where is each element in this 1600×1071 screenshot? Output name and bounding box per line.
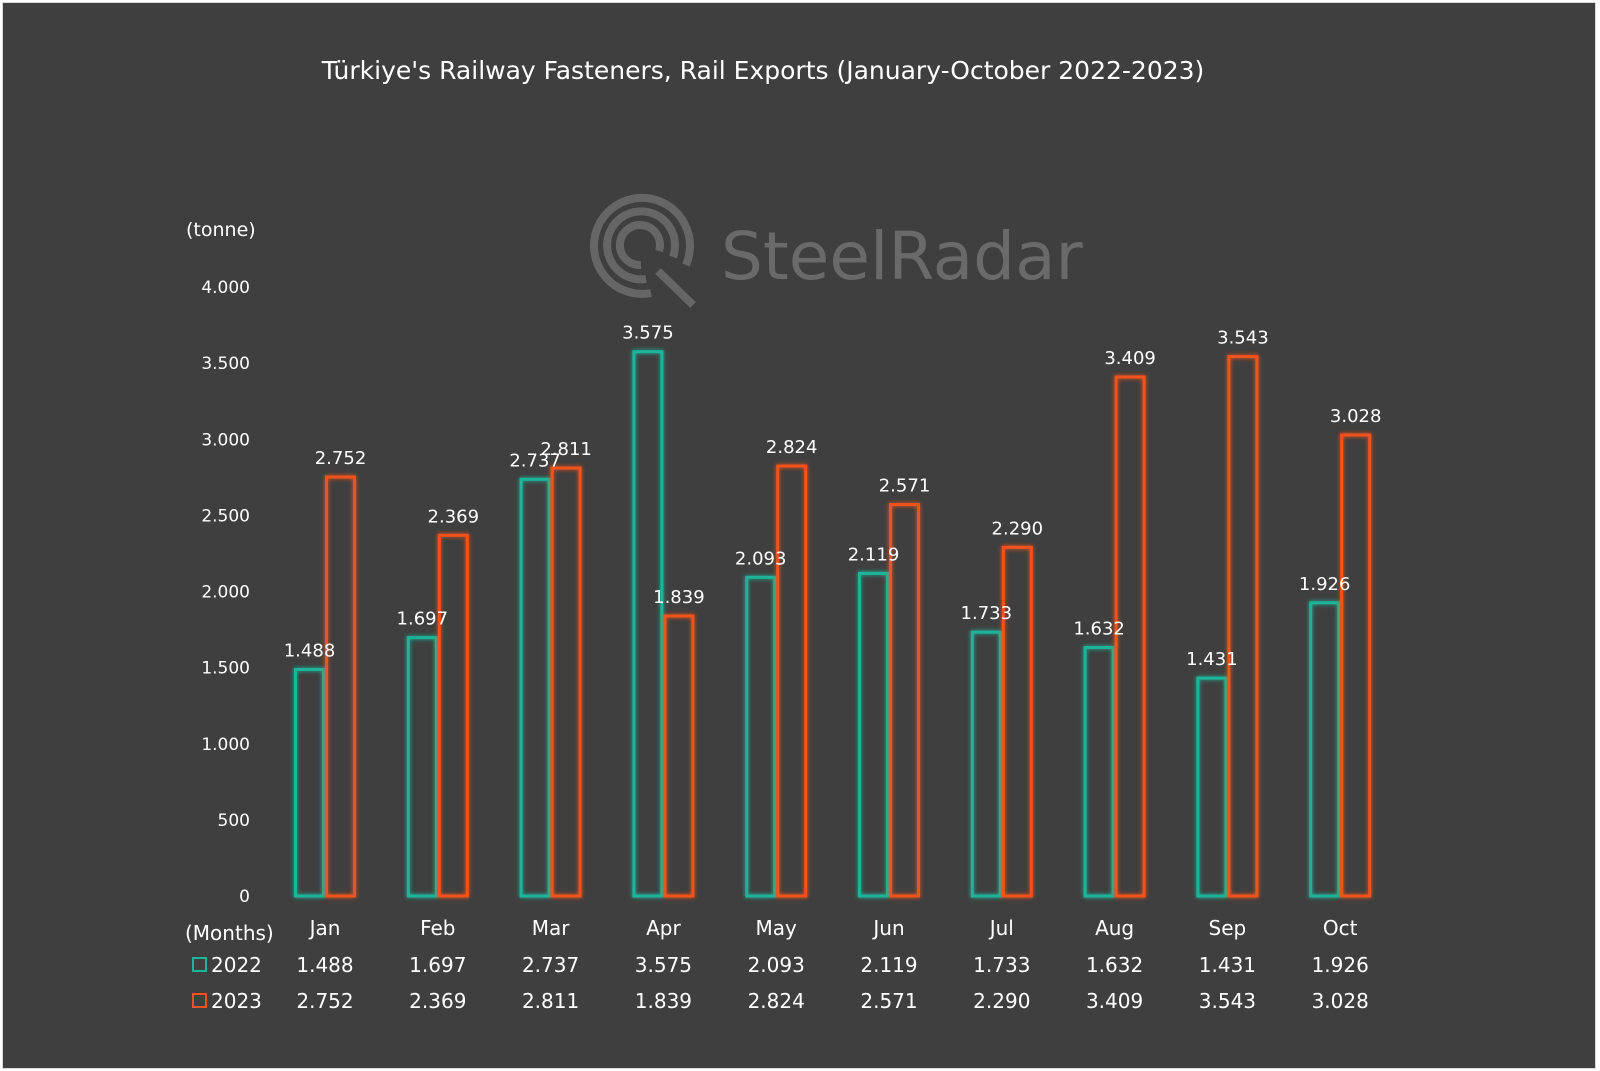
data-table: 2022 2023 1.488 2.752 1.697 2.369 2.737 2.811… — [192, 953, 1369, 1013]
x-axis-ticks: Jan Feb Mar Apr May Jun Jul Aug Sep Oct — [308, 916, 1358, 940]
table-cell-2022-mar: 2.737 — [522, 953, 579, 977]
y-axis-ticks: 0 500 1.000 1.500 2.000 2.500 3.000 3.500 4.000 — [201, 278, 250, 907]
table-cell-2023-mar: 2.811 — [522, 989, 579, 1013]
bar-2023-feb — [437, 533, 469, 898]
y-tick-label: 1.000 — [201, 735, 250, 755]
table-cell-2022-feb: 1.697 — [409, 953, 466, 977]
x-tick-label: Jul — [988, 916, 1014, 940]
table-cell-2022-sep: 1.431 — [1199, 953, 1256, 977]
data-label-2023-mar: 2.811 — [540, 439, 592, 460]
table-cell-2022-jan: 1.488 — [296, 953, 353, 977]
table-cell-2023-may: 2.824 — [748, 989, 805, 1013]
y-tick-label: 2.000 — [201, 583, 250, 603]
data-label-2023-aug: 3.409 — [1104, 348, 1156, 369]
x-tick-label: Oct — [1323, 916, 1358, 940]
table-cell-2022-apr: 3.575 — [635, 953, 692, 977]
data-label-2023-jan: 2.752 — [315, 448, 367, 469]
x-tick-label: Feb — [420, 916, 455, 940]
data-label-2023-apr: 1.839 — [653, 587, 705, 608]
data-label-2022-jan: 1.488 — [284, 640, 336, 661]
steelradar-logo-icon — [589, 193, 696, 308]
table-cell-2023-apr: 1.839 — [635, 989, 692, 1013]
watermark: SteelRadar — [589, 193, 1084, 308]
data-label-2023-sep: 3.543 — [1217, 328, 1269, 349]
data-table-values: 1.488 2.752 1.697 2.369 2.737 2.811 3.575 1.839… — [296, 953, 1368, 1013]
data-label-2022-sep: 1.431 — [1186, 649, 1238, 670]
table-cell-2022-aug: 1.632 — [1086, 953, 1143, 977]
bar-2022-oct — [1309, 601, 1341, 898]
data-label-2022-jun: 2.119 — [848, 544, 900, 565]
bar-2022-may — [745, 575, 777, 898]
legend-label-2023: 2023 — [211, 989, 262, 1013]
table-cell-2022-jul: 1.733 — [973, 953, 1030, 977]
table-cell-2023-jun: 2.571 — [860, 989, 917, 1013]
table-cell-2022-oct: 1.926 — [1312, 953, 1369, 977]
bar-2022-mar — [519, 477, 551, 898]
x-axis-label: (Months) — [185, 921, 274, 945]
legend-swatch-2022 — [192, 957, 207, 972]
data-label-2022-jul: 1.733 — [961, 603, 1013, 624]
data-label-2023-jun: 2.571 — [879, 476, 931, 497]
y-tick-label: 2.500 — [201, 506, 250, 526]
bar-2022-jan — [294, 667, 325, 898]
data-label-2022-oct: 1.926 — [1299, 574, 1351, 595]
bar-2023-mar — [550, 466, 582, 898]
y-tick-label: 3.500 — [201, 354, 250, 374]
bar-2023-jun — [889, 503, 920, 898]
chart-title: Türkiye's Railway Fasteners, Rail Export… — [321, 56, 1205, 85]
x-tick-label: Sep — [1209, 916, 1247, 940]
x-tick-label: Aug — [1095, 916, 1134, 940]
bar-2022-apr — [632, 350, 664, 898]
y-tick-label: 500 — [218, 811, 250, 831]
legend-swatch-2023 — [192, 993, 207, 1008]
bar-2022-jun — [858, 571, 889, 898]
bar-2022-aug — [1083, 646, 1115, 898]
y-tick-label: 4.000 — [201, 278, 250, 298]
bar-chart: SteelRadar Türkiye's Railway Fasteners, … — [185, 56, 1382, 1013]
data-label-2022-may: 2.093 — [735, 548, 787, 569]
table-cell-2023-jan: 2.752 — [296, 989, 353, 1013]
watermark-text: SteelRadar — [721, 218, 1084, 295]
table-cell-2022-may: 2.093 — [748, 953, 805, 977]
data-label-2022-mar: 2.737 — [509, 450, 561, 471]
bar-2022-sep — [1196, 676, 1228, 898]
bar-2023-aug — [1114, 375, 1146, 898]
x-tick-label: Apr — [646, 916, 681, 940]
x-tick-label: Jun — [871, 916, 904, 940]
x-tick-label: Mar — [532, 916, 571, 940]
table-cell-2022-jun: 2.119 — [860, 953, 917, 977]
bar-2023-oct — [1340, 433, 1372, 898]
data-label-2023-oct: 3.028 — [1330, 406, 1382, 427]
table-cell-2023-jul: 2.290 — [973, 989, 1030, 1013]
y-tick-label: 1.500 — [201, 659, 250, 679]
legend-label-2022: 2022 — [211, 953, 262, 977]
y-tick-label: 3.000 — [201, 430, 250, 450]
y-axis-unit-label: (tonne) — [186, 219, 256, 241]
table-cell-2023-feb: 2.369 — [409, 989, 466, 1013]
data-label-2023-may: 2.824 — [766, 437, 818, 458]
data-label-2022-apr: 3.575 — [622, 323, 674, 344]
bar-2023-jul — [1001, 545, 1033, 898]
bar-2023-jan — [325, 475, 356, 898]
data-label-2023-feb: 2.369 — [428, 506, 480, 527]
table-cell-2023-sep: 3.543 — [1199, 989, 1256, 1013]
data-label-2022-feb: 1.697 — [397, 609, 449, 630]
table-cell-2023-oct: 3.028 — [1312, 989, 1369, 1013]
bar-2022-feb — [406, 636, 438, 898]
bar-series — [294, 350, 1372, 898]
x-tick-label: May — [756, 916, 798, 940]
bar-2023-may — [776, 464, 808, 898]
data-label-2022-aug: 1.632 — [1073, 619, 1125, 640]
y-tick-label: 0 — [239, 887, 250, 907]
bar-2022-jul — [970, 630, 1002, 898]
data-label-2023-jul: 2.290 — [992, 518, 1044, 539]
bar-2023-sep — [1227, 355, 1259, 898]
table-cell-2023-aug: 3.409 — [1086, 989, 1143, 1013]
bar-2023-apr — [663, 614, 695, 898]
x-tick-label: Jan — [308, 916, 341, 940]
